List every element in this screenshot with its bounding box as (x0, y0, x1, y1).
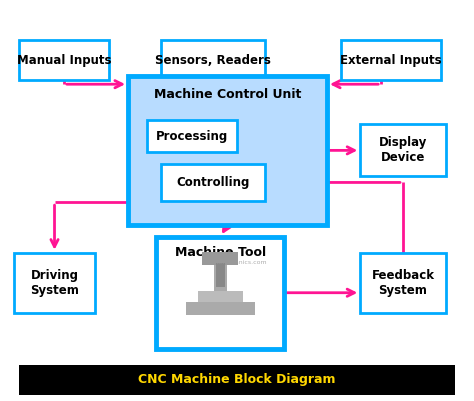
Bar (214, 259, 227, 291)
Text: Manual Inputs: Manual Inputs (17, 54, 111, 67)
Text: Processing: Processing (156, 130, 228, 143)
FancyBboxPatch shape (19, 365, 455, 395)
FancyBboxPatch shape (147, 120, 237, 152)
Bar (202, 252, 238, 265)
FancyBboxPatch shape (156, 237, 284, 349)
FancyBboxPatch shape (360, 124, 446, 176)
FancyBboxPatch shape (161, 164, 265, 200)
Text: CNC Machine Block Diagram: CNC Machine Block Diagram (138, 373, 336, 386)
Bar (198, 291, 243, 302)
FancyBboxPatch shape (161, 40, 265, 80)
Text: External Inputs: External Inputs (340, 54, 442, 67)
Text: Machine Tool: Machine Tool (175, 246, 266, 259)
Bar (186, 302, 255, 315)
FancyBboxPatch shape (128, 76, 327, 225)
Bar (216, 263, 225, 287)
Text: Display
Device: Display Device (379, 136, 427, 164)
Text: www.ftechnics.com: www.ftechnics.com (207, 260, 267, 265)
Text: Controlling: Controlling (177, 176, 250, 189)
Text: Driving
System: Driving System (30, 269, 79, 297)
Text: Sensors, Readers: Sensors, Readers (155, 54, 271, 67)
FancyBboxPatch shape (360, 253, 446, 313)
FancyBboxPatch shape (14, 253, 95, 313)
Text: Feedback
System: Feedback System (372, 269, 434, 297)
FancyBboxPatch shape (341, 40, 441, 80)
Text: Machine Control Unit: Machine Control Unit (154, 88, 301, 101)
FancyBboxPatch shape (19, 40, 109, 80)
